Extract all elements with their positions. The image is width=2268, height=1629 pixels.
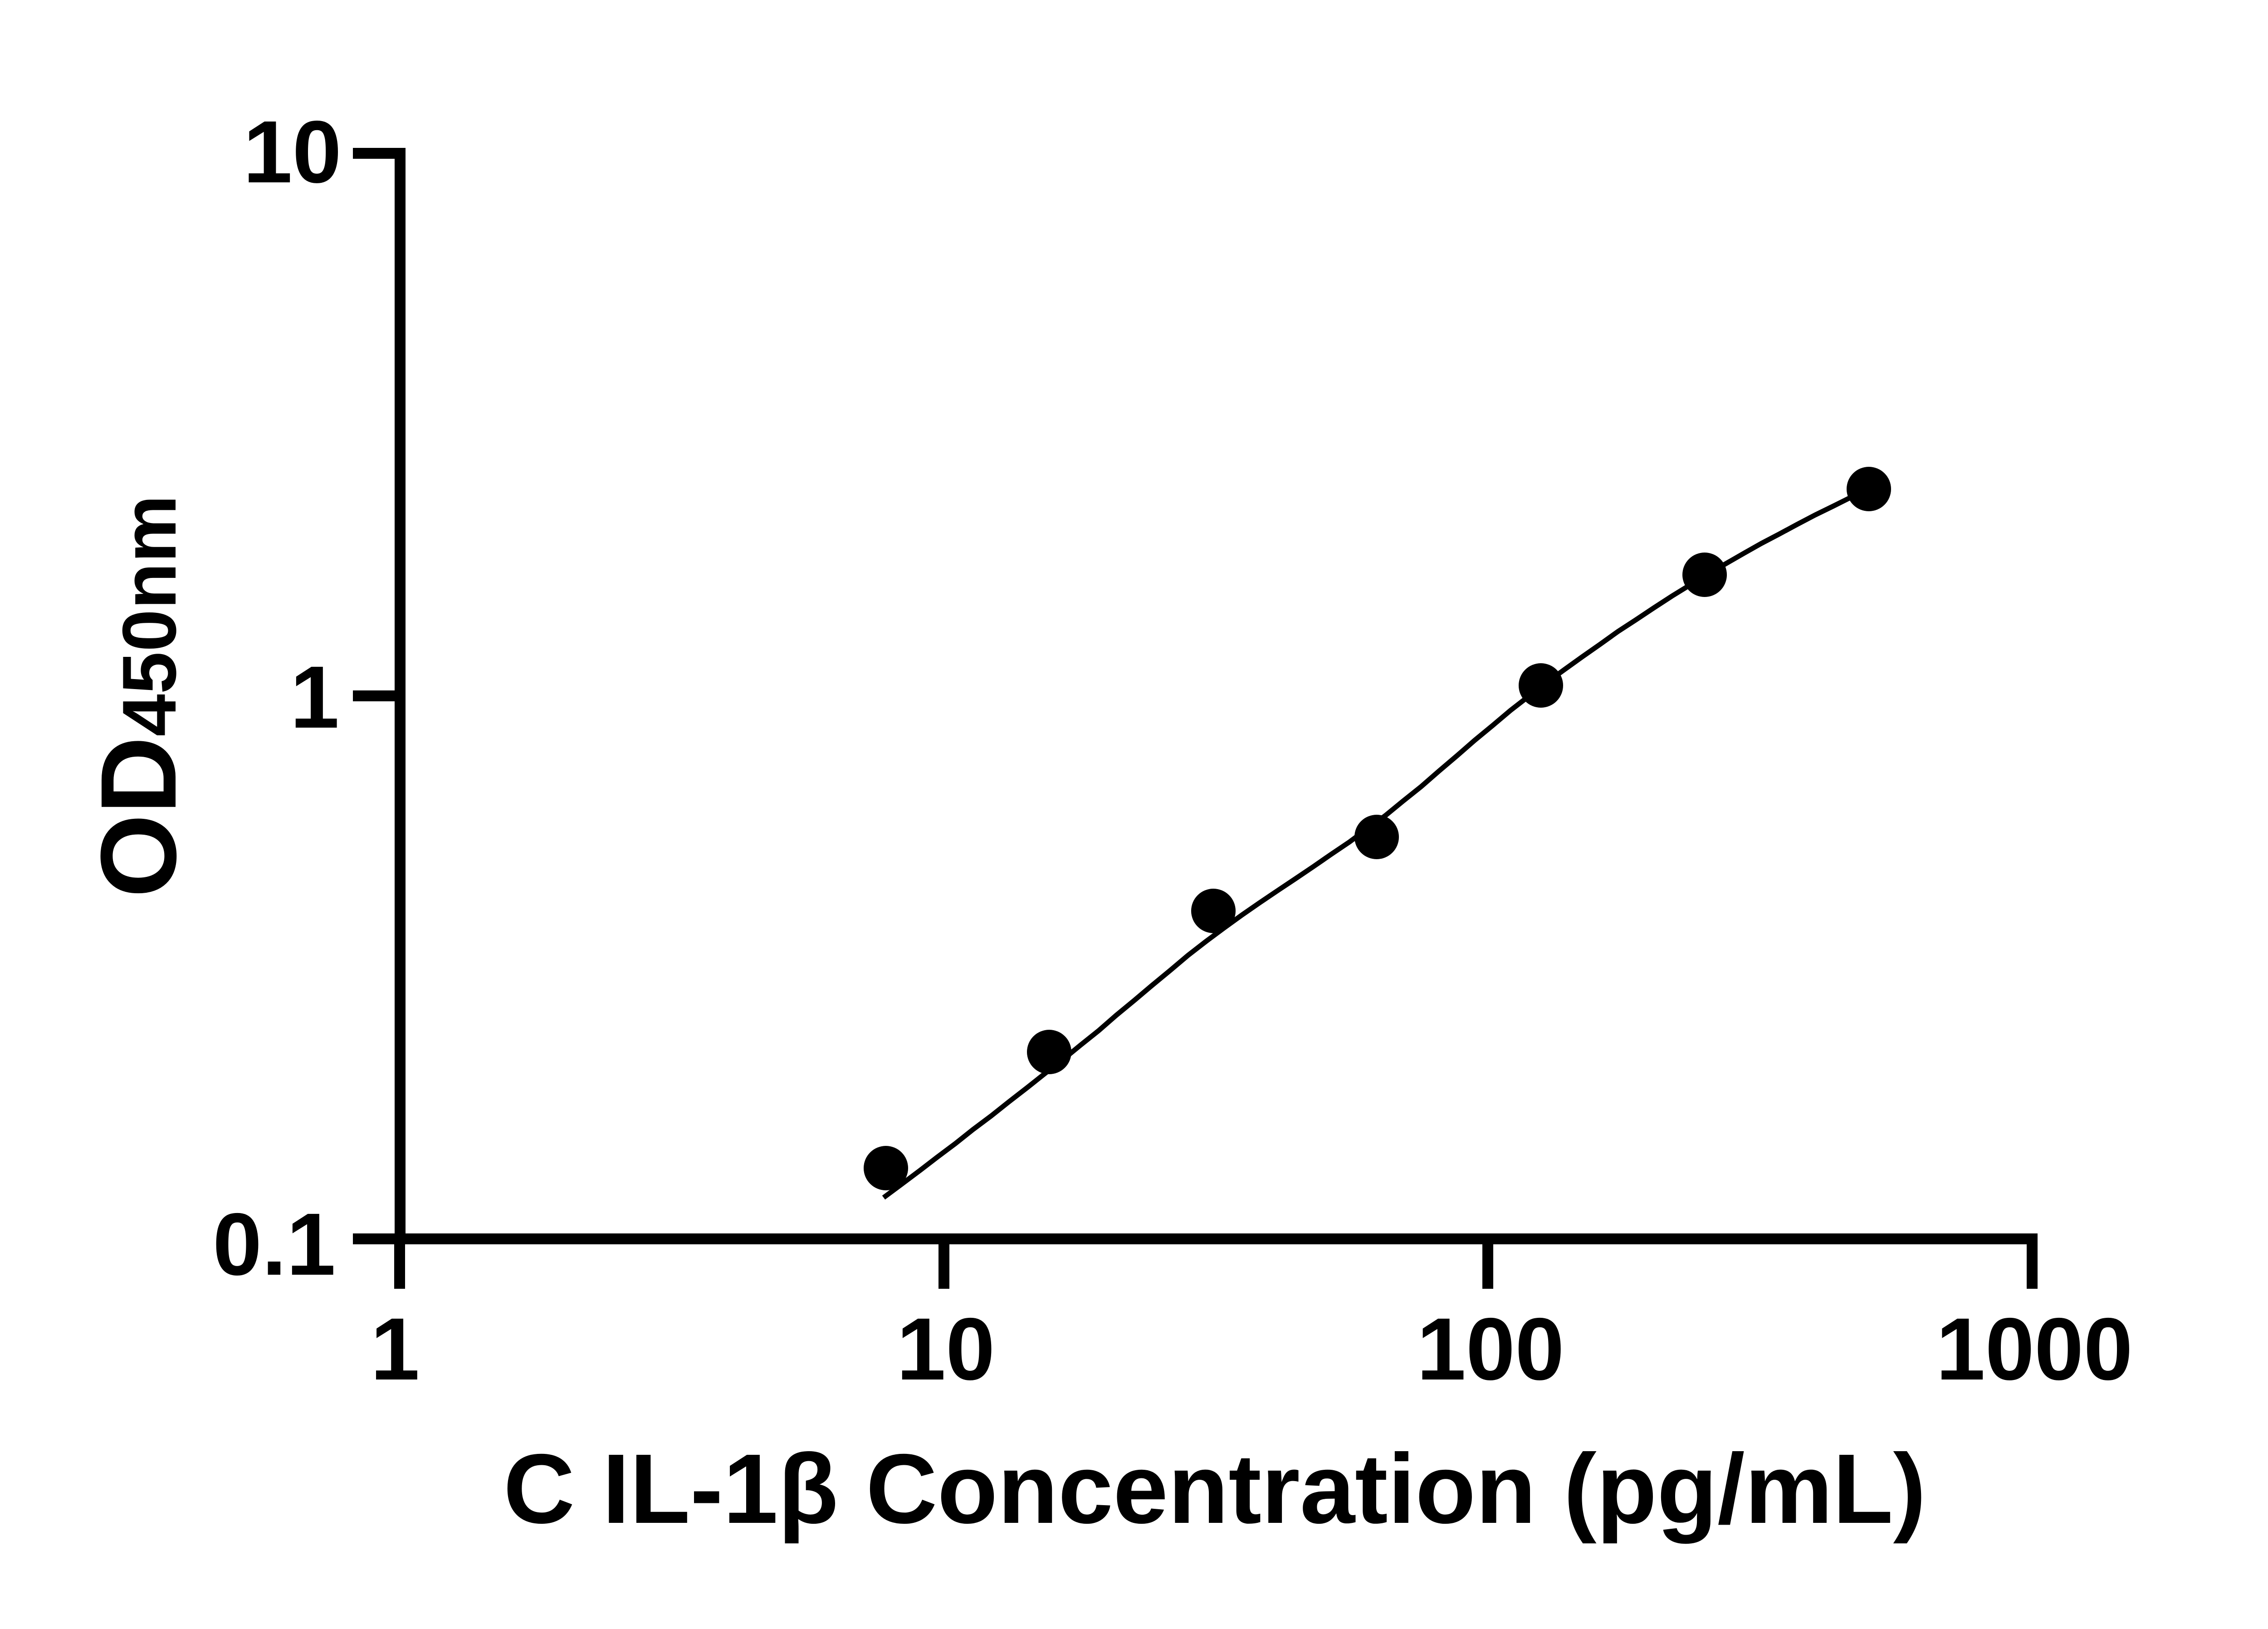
svg-text:100: 100 [1417,1300,1564,1399]
svg-text:0.1: 0.1 [213,1195,336,1294]
svg-text:1: 1 [371,1300,420,1399]
svg-text:C IL-1β Concentration (pg/mL): C IL-1β Concentration (pg/mL) [503,1434,1926,1544]
svg-text:OD450nm: OD450nm [78,495,199,898]
svg-text:10: 10 [897,1300,995,1399]
svg-text:1: 1 [290,648,339,747]
svg-text:1000: 1000 [1936,1300,2133,1399]
svg-text:10: 10 [243,103,342,201]
